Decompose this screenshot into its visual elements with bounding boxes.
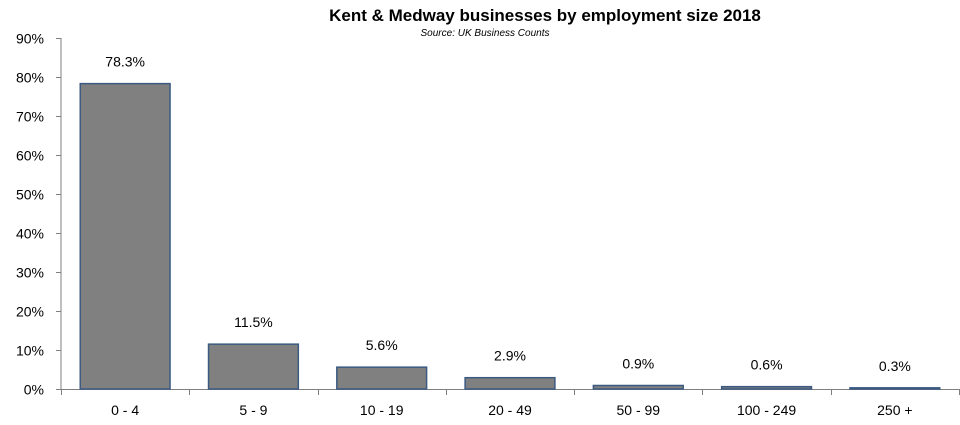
data-labels: 78.3% 11.5% 5.6% 2.9% 0.9% 0.6% 0.3% — [105, 54, 911, 374]
data-label: 0.9% — [622, 355, 654, 371]
y-tick-label: 20% — [16, 304, 44, 320]
data-label: 5.6% — [366, 337, 398, 353]
bar — [207, 343, 300, 390]
bar — [720, 385, 813, 390]
x-tick-label: 250 + — [877, 402, 912, 418]
x-tick-label: 5 - 9 — [239, 402, 267, 418]
bar — [849, 387, 941, 390]
y-tick-label: 70% — [16, 109, 44, 125]
data-label: 0.3% — [879, 358, 911, 374]
x-tick-label: 20 - 49 — [488, 402, 532, 418]
y-tick-label: 0% — [24, 382, 44, 398]
data-label: 78.3% — [105, 54, 145, 70]
bars — [79, 82, 941, 390]
bar — [592, 384, 684, 390]
x-tick-label: 0 - 4 — [111, 402, 139, 418]
data-label: 0.6% — [751, 357, 783, 373]
y-tick-label: 90% — [16, 31, 44, 47]
data-label: 2.9% — [494, 348, 526, 364]
chart-subtitle: Source: UK Business Counts — [420, 28, 550, 39]
bar — [464, 376, 556, 390]
x-tick-label: 50 - 99 — [616, 402, 660, 418]
bar — [336, 366, 428, 390]
x-tick-label: 10 - 19 — [360, 402, 404, 418]
bar — [79, 82, 171, 390]
y-tick-label: 40% — [16, 226, 44, 242]
y-tick-label: 60% — [16, 148, 44, 164]
chart-title: Kent & Medway businesses by employment s… — [329, 6, 761, 25]
y-axis: 0% 10% 20% 30% 40% 50% 60% 70% 80% 90% — [16, 31, 62, 398]
y-tick-label: 50% — [16, 187, 44, 203]
y-tick-label: 10% — [16, 343, 44, 359]
x-tick-label: 100 - 249 — [737, 402, 796, 418]
y-tick-label: 30% — [16, 265, 44, 281]
y-tick-label: 80% — [16, 70, 44, 86]
x-axis: 0 - 4 5 - 9 10 - 19 20 - 49 50 - 99 100 - 249… — [61, 389, 960, 418]
data-label: 11.5% — [234, 314, 273, 330]
